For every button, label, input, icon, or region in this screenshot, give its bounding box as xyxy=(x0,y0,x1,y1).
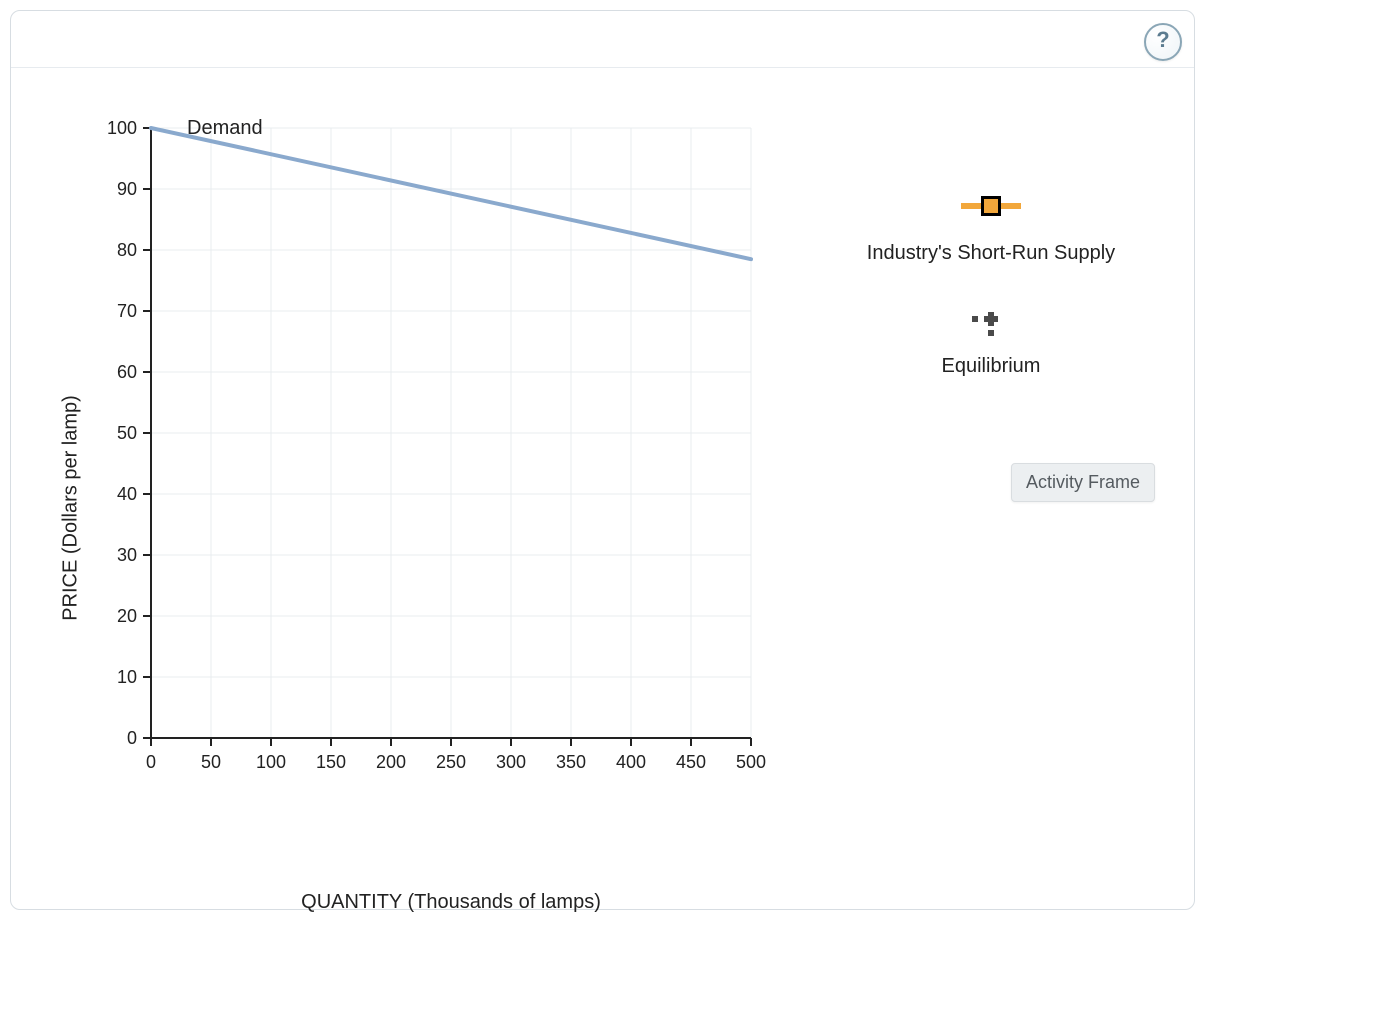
help-button[interactable]: ? xyxy=(1144,23,1182,61)
svg-text:60: 60 xyxy=(117,362,137,382)
y-axis-label: PRICE (Dollars per lamp) xyxy=(60,395,83,621)
activity-frame-button[interactable]: Activity Frame xyxy=(1011,463,1155,502)
panel-content: PRICE (Dollars per lamp) 050100150200250… xyxy=(11,68,1194,910)
svg-text:150: 150 xyxy=(316,752,346,772)
svg-text:100: 100 xyxy=(107,118,137,138)
svg-text:70: 70 xyxy=(117,301,137,321)
chart-svg: 0 50 100 150 200 250 300 350 400 450 500 0 10 20 30 40 5… xyxy=(51,108,791,868)
svg-text:50: 50 xyxy=(201,752,221,772)
equilibrium-tool[interactable]: Equilibrium xyxy=(831,301,1151,378)
panel-header: ? xyxy=(11,11,1194,68)
svg-text:350: 350 xyxy=(556,752,586,772)
svg-text:500: 500 xyxy=(736,752,766,772)
svg-text:450: 450 xyxy=(676,752,706,772)
svg-text:0: 0 xyxy=(146,752,156,772)
activity-frame-panel: ? PRICE (Dollars per lamp) 0501001502002… xyxy=(10,10,1195,910)
equilibrium-cross-icon xyxy=(831,301,1151,337)
x-axis-label: QUANTITY (Thousands of lamps) xyxy=(301,891,601,914)
supply-line-icon xyxy=(831,188,1151,224)
tool-palette: Industry's Short-Run Supply Equilibrium xyxy=(831,188,1151,414)
svg-text:300: 300 xyxy=(496,752,526,772)
svg-text:200: 200 xyxy=(376,752,406,772)
demand-chart: PRICE (Dollars per lamp) 050100150200250… xyxy=(51,108,791,908)
svg-text:250: 250 xyxy=(436,752,466,772)
svg-text:Demand: Demand xyxy=(187,117,263,139)
svg-text:30: 30 xyxy=(117,545,137,565)
svg-text:10: 10 xyxy=(117,667,137,687)
svg-text:80: 80 xyxy=(117,240,137,260)
svg-text:100: 100 xyxy=(256,752,286,772)
svg-text:40: 40 xyxy=(117,484,137,504)
svg-text:50: 50 xyxy=(117,423,137,443)
supply-tool-label: Industry's Short-Run Supply xyxy=(831,242,1151,265)
supply-tool[interactable]: Industry's Short-Run Supply xyxy=(831,188,1151,265)
svg-text:90: 90 xyxy=(117,179,137,199)
svg-text:400: 400 xyxy=(616,752,646,772)
svg-text:0: 0 xyxy=(127,728,137,748)
equilibrium-tool-label: Equilibrium xyxy=(831,355,1151,378)
svg-text:20: 20 xyxy=(117,606,137,626)
